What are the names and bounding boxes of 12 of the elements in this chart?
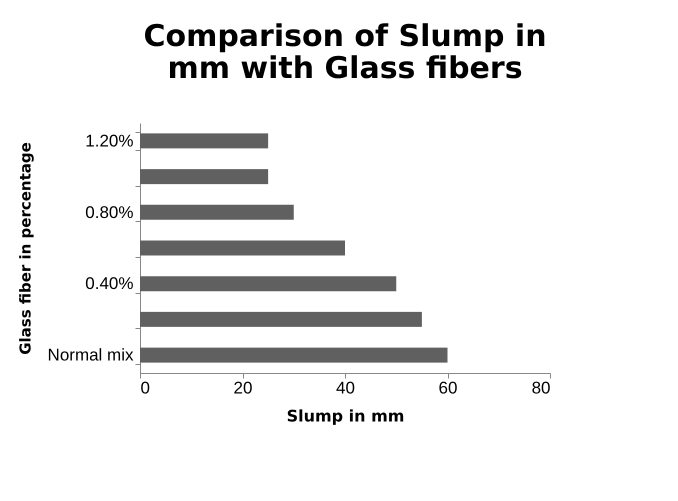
x-tick-label: 60 (438, 378, 458, 398)
x-tick-label: 80 (532, 378, 550, 398)
x-tick-label: 0 (140, 378, 150, 398)
y-tick-label: 1.20% (85, 131, 134, 150)
x-tick-label: 20 (234, 378, 252, 398)
y-tick-label: Normal mix (48, 346, 134, 365)
chart-title: Comparison of Slump in mm with Glass fibers (143, 19, 547, 86)
x-axis-title: Slump in mm (286, 406, 404, 426)
y-axis-title: Glass fiber in percentage (16, 142, 35, 355)
y-tick-label: 0.40% (85, 274, 134, 294)
y-tick-label: 0.80% (85, 202, 134, 222)
x-tick-label: 40 (336, 378, 355, 398)
